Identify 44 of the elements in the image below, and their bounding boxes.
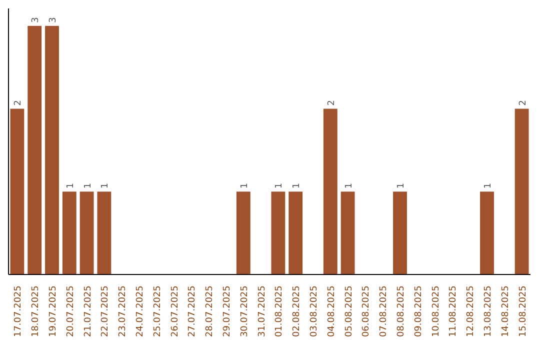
x-tick-label: 24.07.2025 [136, 286, 146, 338]
x-tick-label: 23.07.2025 [118, 286, 128, 338]
x-tick-label: 25.07.2025 [152, 286, 163, 338]
data-label: 2 [326, 100, 337, 106]
x-tick-label: 04.08.2025 [326, 286, 337, 338]
data-label: 3 [31, 17, 42, 23]
x-tick-label: 29.07.2025 [222, 286, 232, 338]
data-label: 2 [14, 100, 24, 106]
x-tick-label: 26.07.2025 [170, 286, 180, 338]
data-label: 1 [240, 182, 250, 189]
x-tick-label: 28.07.2025 [205, 286, 216, 338]
x-tick-label: 27.07.2025 [188, 286, 198, 338]
data-label: 1 [292, 182, 302, 189]
x-tick-label: 12.08.2025 [466, 286, 476, 338]
data-label: 1 [100, 182, 111, 189]
x-tick-label: 13.08.2025 [484, 286, 494, 338]
x-tick-label: 01.08.2025 [274, 286, 285, 338]
x-tick-label: 22.07.2025 [100, 286, 111, 338]
data-label: 1 [83, 182, 94, 189]
x-tick-label: 07.08.2025 [379, 286, 390, 338]
x-tick-label: 11.08.2025 [448, 286, 459, 338]
x-tick-label: 18.07.2025 [31, 286, 42, 338]
data-label: 1 [274, 182, 285, 189]
x-tick-label: 19.07.2025 [48, 286, 58, 338]
x-tick-label: 15.08.2025 [518, 286, 528, 338]
x-tick-label: 06.08.2025 [362, 286, 372, 338]
data-label: 1 [66, 182, 76, 189]
x-tick-label: 20.07.2025 [66, 286, 76, 338]
data-label: 2 [518, 100, 528, 106]
x-tick-label: 09.08.2025 [414, 286, 424, 338]
x-tick-label: 08.08.2025 [396, 286, 406, 338]
x-tick-label: 17.07.2025 [14, 286, 24, 338]
data-label: 1 [484, 182, 494, 189]
x-tick-label: 14.08.2025 [500, 286, 511, 338]
x-tick-label: 31.07.2025 [257, 286, 268, 338]
x-tick-label: 05.08.2025 [344, 286, 354, 338]
data-label: 1 [344, 182, 354, 189]
data-label: 3 [48, 17, 58, 23]
x-tick-label: 02.08.2025 [292, 286, 302, 338]
data-label: 1 [396, 182, 406, 189]
x-tick-label: 03.08.2025 [310, 286, 320, 338]
x-tick-label: 10.08.2025 [431, 286, 442, 338]
x-tick-label: 21.07.2025 [83, 286, 94, 338]
x-tick-label: 30.07.2025 [240, 286, 250, 338]
